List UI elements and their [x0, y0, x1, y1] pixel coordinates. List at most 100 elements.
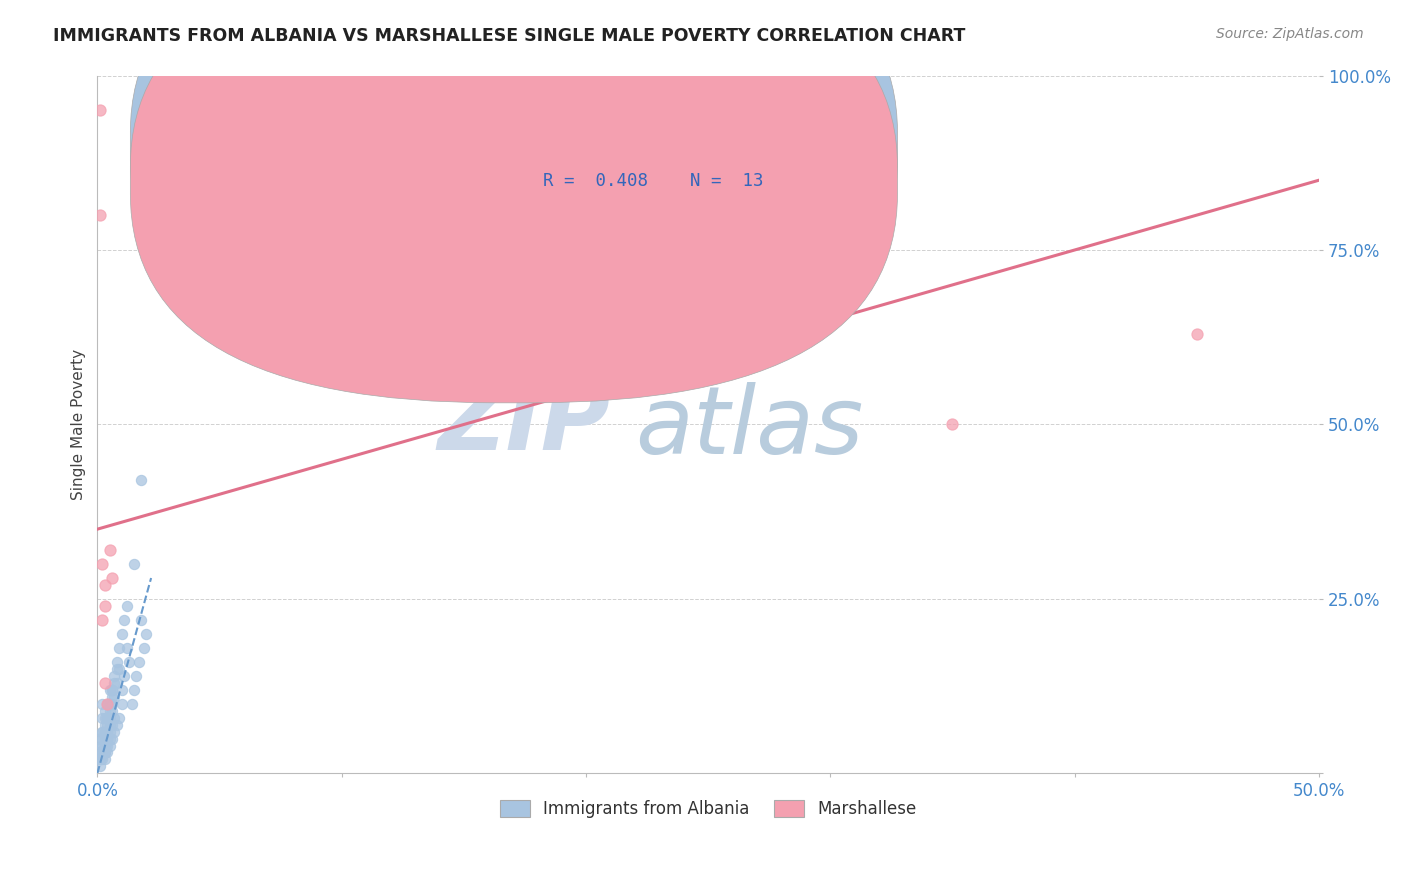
- Point: [91, 710, 114, 724]
- Point: [93, 704, 115, 718]
- Point: [101, 697, 124, 711]
- Point: [93, 599, 115, 613]
- Point: [89, 752, 111, 766]
- Point: [122, 682, 145, 697]
- Point: [105, 675, 128, 690]
- Point: [89, 208, 111, 222]
- Point: [105, 662, 128, 676]
- Point: [98, 543, 121, 558]
- Point: [101, 731, 124, 746]
- Point: [96, 697, 118, 711]
- Point: [93, 739, 115, 753]
- Point: [96, 710, 118, 724]
- Text: ZIP: ZIP: [437, 378, 610, 470]
- Point: [93, 746, 115, 760]
- Point: [89, 731, 111, 746]
- Point: [91, 746, 114, 760]
- Point: [101, 571, 124, 585]
- Point: [101, 682, 124, 697]
- Point: [132, 640, 155, 655]
- Point: [93, 675, 115, 690]
- Point: [108, 662, 131, 676]
- Point: [131, 473, 153, 487]
- Point: [108, 710, 131, 724]
- Point: [96, 731, 118, 746]
- Point: [1185, 326, 1208, 341]
- Point: [941, 417, 963, 432]
- Text: R =  0.335    N = 80: R = 0.335 N = 80: [543, 137, 754, 156]
- Point: [128, 655, 150, 669]
- Point: [93, 578, 115, 592]
- Point: [101, 682, 124, 697]
- Point: [91, 613, 114, 627]
- Point: [96, 739, 118, 753]
- Point: [125, 669, 148, 683]
- Point: [89, 752, 111, 766]
- Point: [96, 746, 118, 760]
- Point: [98, 682, 121, 697]
- FancyBboxPatch shape: [470, 118, 860, 211]
- FancyBboxPatch shape: [131, 0, 897, 403]
- Text: R =  0.408    N =  13: R = 0.408 N = 13: [543, 172, 763, 190]
- Point: [93, 724, 115, 739]
- Point: [103, 669, 125, 683]
- Point: [115, 599, 138, 613]
- Point: [122, 557, 145, 571]
- Point: [112, 669, 135, 683]
- Point: [98, 731, 121, 746]
- Text: atlas: atlas: [636, 383, 863, 474]
- Point: [98, 697, 121, 711]
- Point: [103, 710, 125, 724]
- Point: [101, 717, 124, 731]
- Point: [118, 655, 141, 669]
- Point: [98, 717, 121, 731]
- Point: [131, 613, 153, 627]
- Point: [91, 724, 114, 739]
- Point: [96, 697, 118, 711]
- Point: [111, 627, 134, 641]
- Point: [93, 710, 115, 724]
- Point: [96, 710, 118, 724]
- Point: [89, 759, 111, 773]
- Point: [91, 724, 114, 739]
- Point: [96, 724, 118, 739]
- Point: [91, 752, 114, 766]
- Point: [108, 640, 131, 655]
- Point: [93, 717, 115, 731]
- Point: [93, 739, 115, 753]
- Point: [103, 724, 125, 739]
- Point: [98, 724, 121, 739]
- Point: [98, 739, 121, 753]
- Point: [98, 710, 121, 724]
- Point: [111, 682, 134, 697]
- Point: [93, 724, 115, 739]
- Y-axis label: Single Male Poverty: Single Male Poverty: [72, 349, 86, 500]
- Legend: Immigrants from Albania, Marshallese: Immigrants from Albania, Marshallese: [494, 793, 924, 824]
- Point: [93, 746, 115, 760]
- Point: [91, 746, 114, 760]
- Point: [91, 739, 114, 753]
- Text: Source: ZipAtlas.com: Source: ZipAtlas.com: [1216, 27, 1364, 41]
- Point: [93, 739, 115, 753]
- Point: [103, 675, 125, 690]
- Point: [96, 731, 118, 746]
- Point: [111, 697, 134, 711]
- Point: [697, 277, 720, 292]
- Point: [89, 103, 111, 118]
- Point: [101, 690, 124, 704]
- Point: [103, 690, 125, 704]
- Point: [96, 717, 118, 731]
- Point: [93, 752, 115, 766]
- Text: IMMIGRANTS FROM ALBANIA VS MARSHALLESE SINGLE MALE POVERTY CORRELATION CHART: IMMIGRANTS FROM ALBANIA VS MARSHALLESE S…: [53, 27, 966, 45]
- Point: [91, 557, 114, 571]
- Point: [112, 613, 135, 627]
- Point: [98, 704, 121, 718]
- Point: [115, 640, 138, 655]
- Point: [101, 704, 124, 718]
- Point: [91, 697, 114, 711]
- Point: [91, 731, 114, 746]
- Point: [89, 752, 111, 766]
- FancyBboxPatch shape: [131, 0, 897, 368]
- Point: [121, 697, 143, 711]
- Point: [135, 627, 157, 641]
